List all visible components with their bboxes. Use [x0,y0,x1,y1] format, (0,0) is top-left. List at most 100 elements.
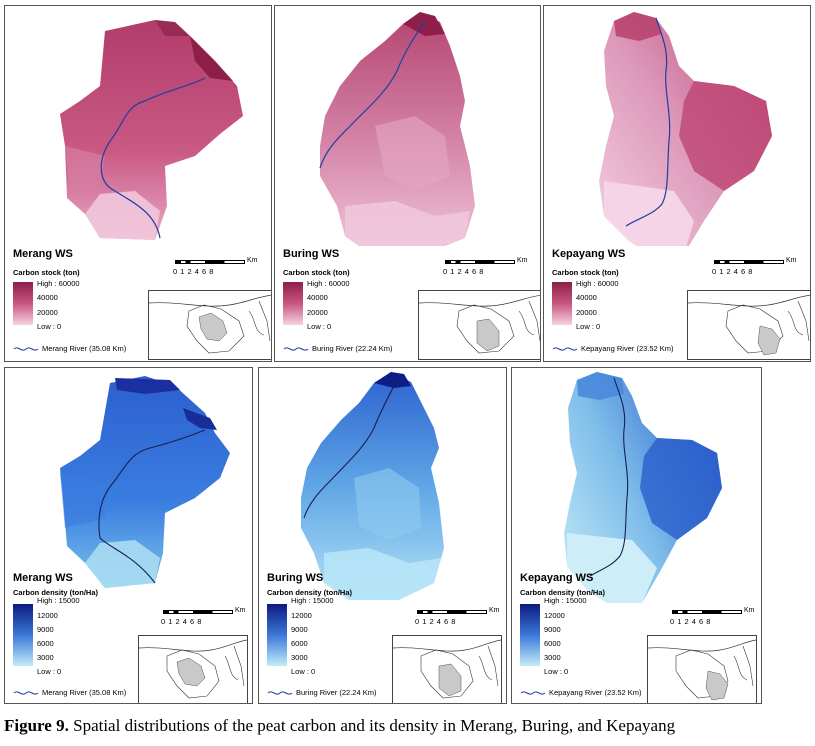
buring-density-map [301,372,444,600]
river-symbol [13,691,39,695]
legend-mid: 6000 [37,639,54,648]
legend-high: High : 60000 [37,279,80,288]
scale-ticks: 0 1 2 4 6 8 [670,617,711,626]
river-legend: Kepayang River (23.52 Km) [552,344,674,353]
locator-inset [392,635,502,703]
map-panel-merang-stock: Merang WS Carbon stock (ton) High : 6000… [4,5,272,362]
panel-title: Kepayang WS [520,572,594,584]
figure-caption-text: Spatial distributions of the peat carbon… [68,716,676,735]
legend-high: High : 60000 [307,279,350,288]
legend-title: Carbon density (ton/Ha) [13,588,99,597]
legend-gradient [13,604,33,666]
figure-label: Figure 9. [4,716,69,735]
panel-title: Buring WS [283,248,340,260]
legend-low: Low : 0 [544,667,569,676]
legend-mid: 6000 [291,639,308,648]
river-label: Merang River (35.08 Km) [42,688,127,697]
merang-stock-map [60,20,243,240]
legend-mid: 9000 [37,625,54,634]
legend-mid: 12000 [37,611,58,620]
legend-low: Low : 0 [307,322,332,331]
panel-title: Buring WS [267,572,324,584]
legend-gradient [520,604,540,666]
river-symbol [13,347,39,351]
locator-inset [138,635,248,703]
legend-mid: 3000 [291,653,308,662]
river-legend: Buring River (22.24 Km) [283,344,392,353]
locator-map [418,294,540,354]
legend-high: High : 15000 [544,596,587,605]
legend-mid: 3000 [37,653,54,662]
locator-map [392,639,502,699]
legend-mid: 12000 [544,611,565,620]
map-panel-merang-density: Merang WS Carbon density (ton/Ha) High :… [4,367,253,704]
river-symbol [283,347,309,351]
river-label: Buring River (22.24 Km) [312,344,393,353]
river-label: Kepayang River (23.52 Km) [549,688,642,697]
legend-gradient [283,282,303,325]
panel-title: Kepayang WS [552,248,626,260]
figure-caption: Figure 9. Spatial distributions of the p… [4,716,675,736]
legend-gradient [552,282,572,325]
scale-ticks: 0 1 2 4 6 8 [173,267,214,276]
locator-inset [687,290,810,360]
river-legend: Kepayang River (23.52 Km) [520,688,642,697]
legend-mid: 20000 [307,308,328,317]
kepayang-density-map [564,372,722,603]
kepayang-river-line [625,17,671,227]
legend-high: High : 15000 [37,596,80,605]
legend-mid: 12000 [291,611,312,620]
legend-mid: 20000 [37,308,58,317]
buring-stock-map [319,12,475,246]
locator-inset [148,290,271,360]
legend-mid: 3000 [544,653,561,662]
scale-ticks: 0 1 2 4 6 8 [161,617,202,626]
locator-map [138,639,248,699]
legend-title: Carbon stock (ton) [283,268,350,277]
legend-mid: 9000 [544,625,561,634]
scale-ticks: 0 1 2 4 6 8 [415,617,456,626]
buring-river-line [319,20,426,169]
legend-mid: 40000 [37,293,58,302]
panel-title: Merang WS [13,248,73,260]
river-legend: Merang River (35.08 Km) [13,688,126,697]
river-label: Kepayang River (23.52 Km) [581,344,674,353]
river-legend: Merang River (35.08 Km) [13,344,126,353]
merang-river-line [98,429,206,584]
legend-gradient [267,604,287,666]
scale-unit: Km [786,257,797,264]
map-panel-buring-stock: Buring WS Carbon stock (ton) High : 6000… [274,5,541,362]
legend-mid: 20000 [576,308,597,317]
scale-ticks: 0 1 2 4 6 8 [443,267,484,276]
map-panel-kepayang-density: Kepayang WS Carbon density (ton/Ha) High… [511,367,762,704]
legend-mid: 9000 [291,625,308,634]
scale-ticks: 0 1 2 4 6 8 [712,267,753,276]
merang-density-map [60,376,230,588]
legend-mid: 40000 [576,293,597,302]
scale-unit: Km [517,257,528,264]
scale-unit: Km [247,257,258,264]
river-symbol [267,691,293,695]
locator-map [647,639,757,701]
scale-unit: Km [744,607,755,614]
locator-map [148,294,271,354]
kepayang-stock-map [599,12,772,246]
river-symbol [552,347,578,351]
legend-mid: 40000 [307,293,328,302]
locator-inset [647,635,757,703]
kepayang-river-line [589,377,629,577]
legend-mid: 6000 [544,639,561,648]
river-symbol [520,691,546,695]
panel-title: Merang WS [13,572,73,584]
legend-high: High : 60000 [576,279,619,288]
river-label: Merang River (35.08 Km) [42,344,127,353]
scale-unit: Km [235,607,246,614]
legend-title: Carbon stock (ton) [552,268,619,277]
legend-low: Low : 0 [37,322,62,331]
locator-map [687,294,810,356]
legend-title: Carbon stock (ton) [13,268,80,277]
scale-unit: Km [489,607,500,614]
legend-title: Carbon density (ton/Ha) [520,588,606,597]
legend-gradient [13,282,33,325]
merang-river-line [100,77,206,239]
